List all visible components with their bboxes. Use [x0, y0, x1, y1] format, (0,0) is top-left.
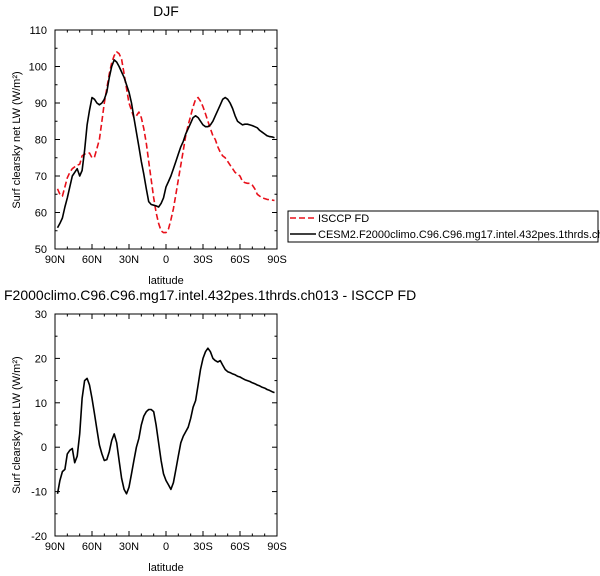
y-tick-label: 110 — [29, 25, 47, 37]
y-tick-label: 50 — [35, 244, 47, 256]
x-tick-label: 30N — [119, 541, 139, 553]
series-line-1 — [56, 59, 275, 229]
y-tick-label: 0 — [41, 442, 47, 454]
x-tick-label: 90N — [45, 541, 65, 553]
y-tick-label: 100 — [29, 62, 47, 74]
y-tick-label: 90 — [35, 98, 47, 110]
bottom-lines — [56, 347, 275, 495]
legend-label-isccp: ISCCP FD — [318, 213, 369, 225]
bottom-ticks: 90N 60N 30N 0 30S 60S 90S -20 -10 0 10 20 30 — [31, 309, 287, 553]
y-tick-label: 70 — [35, 171, 47, 183]
x-tick-label: 60N — [82, 541, 102, 553]
legend-frame — [287, 210, 599, 243]
y-tick-label: 20 — [35, 353, 47, 365]
y-tick-label: -10 — [31, 487, 47, 499]
y-tick-label: 80 — [35, 135, 47, 147]
y-tick-label: 60 — [35, 208, 47, 220]
bottom-y-axis-label: Surf clearsky net LW (W/m²) — [11, 356, 23, 493]
y-tick-label: 30 — [35, 309, 47, 321]
top-chart: DJF 90N 60N 30N 0 30S 60S 90S5060708090100110 … — [11, 3, 287, 287]
x-tick-label: 60S — [230, 541, 250, 553]
legend-label-cesm2: CESM2.F2000climo.C96.C96.mg17.intel.432p… — [318, 229, 600, 241]
top-chart-title: DJF — [153, 3, 179, 19]
y-tick-label: -20 — [31, 531, 47, 543]
x-tick-label: 0 — [163, 254, 169, 266]
top-lines — [56, 51, 275, 234]
x-tick-label: 30S — [193, 254, 213, 266]
x-tick-label: 90S — [267, 254, 287, 266]
x-tick-label: 0 — [163, 541, 169, 553]
x-tick-label: 60S — [230, 254, 250, 266]
y-tick-label: 10 — [35, 398, 47, 410]
bottom-chart: F2000climo.C96.C96.mg17.intel.432pes.1th… — [4, 287, 416, 574]
x-tick-label: 90S — [267, 541, 287, 553]
x-tick-label: 60N — [82, 254, 102, 266]
series-line-0 — [56, 51, 275, 234]
x-tick-label: 30N — [119, 254, 139, 266]
top-plot-frame — [54, 29, 278, 250]
top-y-axis-label: Surf clearsky net LW (W/m²) — [11, 71, 23, 208]
bottom-chart-title: F2000climo.C96.C96.mg17.intel.432pes.1th… — [4, 287, 416, 303]
series-line-0 — [56, 347, 275, 495]
x-tick-label: 30S — [193, 541, 213, 553]
bottom-x-axis-label: latitude — [148, 562, 183, 574]
legend: ISCCP FD CESM2.F2000climo.C96.C96.mg17.i… — [287, 210, 600, 243]
bottom-plot-frame — [54, 313, 278, 537]
x-tick-label: 90N — [45, 254, 65, 266]
top-ticks: 90N 60N 30N 0 30S 60S 90S 50 60 70 80 90 100 110 — [29, 25, 287, 266]
top-x-axis-label: latitude — [148, 275, 183, 287]
